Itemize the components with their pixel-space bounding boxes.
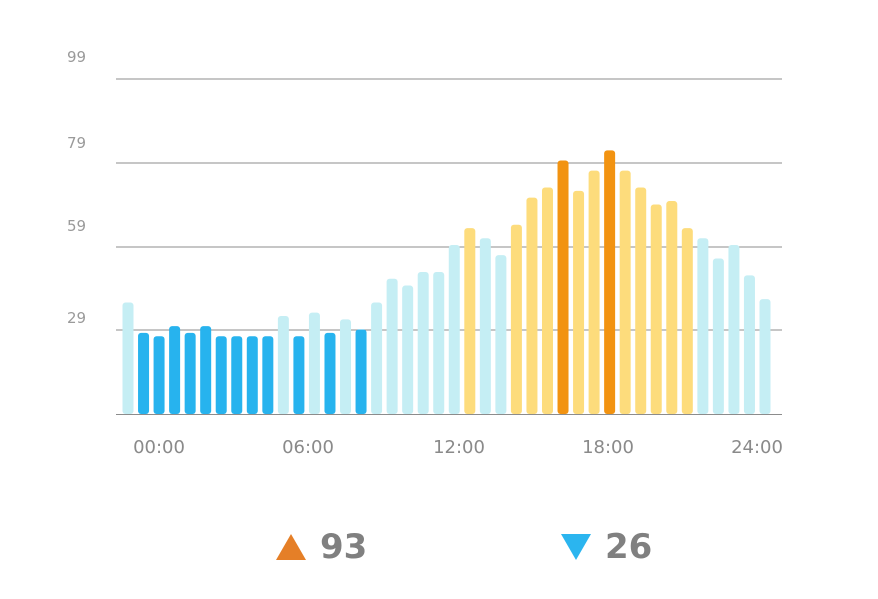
bar: [417, 272, 429, 414]
bar: [184, 332, 196, 414]
summary-low-value: 26: [605, 527, 653, 567]
bar: [355, 329, 367, 414]
bar: [169, 326, 181, 414]
summary-high: 93: [276, 522, 367, 572]
bar: [541, 187, 553, 414]
x-axis: 00:00 06:00 12:00 18:00 24:00: [133, 437, 783, 458]
bars: [122, 150, 771, 415]
bar: [402, 285, 414, 414]
summary-high-value: 93: [320, 527, 368, 567]
y-tick-label: 99: [67, 48, 86, 66]
y-tick-label: 59: [67, 217, 86, 235]
bar: [246, 336, 258, 414]
triangle-up-icon: [276, 534, 306, 560]
bar: [619, 170, 631, 414]
bar: [604, 150, 616, 415]
bar: [479, 238, 491, 414]
bar: [277, 315, 289, 414]
bar: [712, 258, 724, 414]
bar: [308, 312, 320, 414]
bar: [728, 245, 740, 414]
bar: [153, 336, 165, 414]
bar: [433, 272, 445, 414]
x-tick-label: 18:00: [582, 437, 634, 458]
summary-low: 26: [561, 522, 652, 572]
bar: [588, 170, 600, 414]
bar: [650, 204, 662, 414]
bar: [743, 275, 755, 414]
bar: [526, 197, 538, 414]
bar: [138, 332, 150, 414]
bar: [262, 336, 274, 414]
x-tick-label: 00:00: [133, 437, 185, 458]
bar: [324, 332, 336, 414]
bar: [681, 228, 693, 414]
bar: [200, 326, 212, 414]
x-tick-label: 06:00: [282, 437, 334, 458]
bar: [573, 190, 585, 414]
bar: [448, 245, 460, 414]
bar: [371, 302, 383, 414]
bar: [759, 299, 771, 414]
bar: [215, 336, 227, 414]
bar: [697, 238, 709, 414]
y-tick-label: 79: [67, 134, 86, 152]
x-tick-label: 12:00: [433, 437, 485, 458]
bar: [231, 336, 243, 414]
y-axis: 99 79 59 29: [67, 48, 86, 327]
x-tick-label: 24:00: [731, 437, 783, 458]
bar: [557, 160, 569, 414]
bar: [386, 278, 398, 414]
bar: [464, 228, 476, 414]
y-tick-label: 29: [67, 309, 86, 327]
bar: [495, 255, 507, 414]
bar: [666, 201, 678, 414]
bar: [293, 336, 305, 414]
bar: [340, 319, 352, 414]
bar: [122, 302, 134, 414]
bar: [510, 224, 522, 414]
triangle-down-icon: [561, 534, 591, 560]
bar: [635, 187, 647, 414]
